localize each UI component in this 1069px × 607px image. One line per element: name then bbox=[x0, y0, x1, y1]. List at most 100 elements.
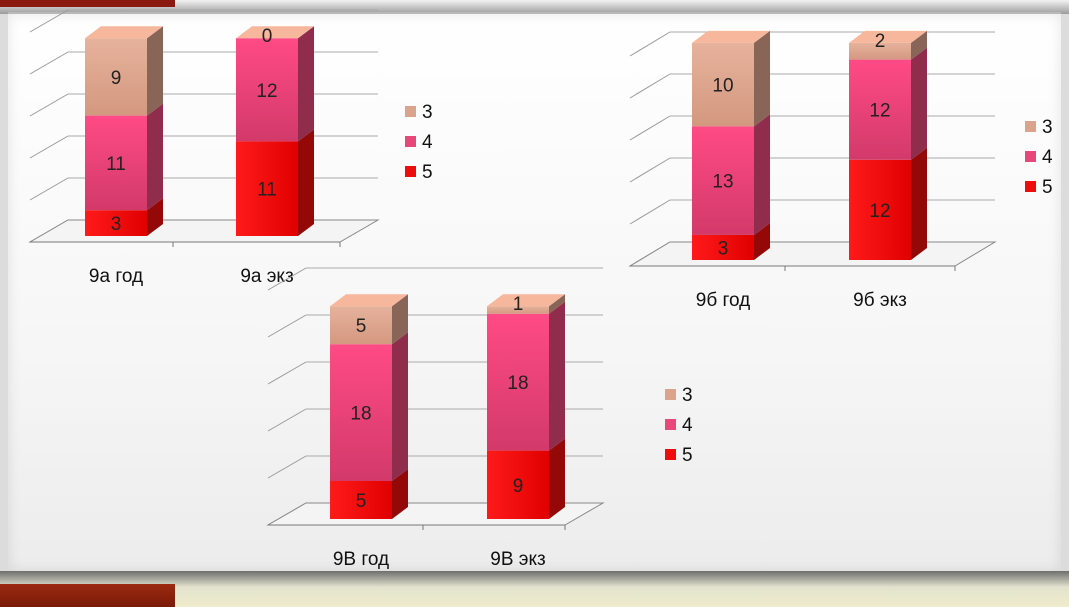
bar-segment-4: 11 bbox=[85, 103, 163, 211]
legend-label: 4 bbox=[422, 132, 433, 153]
data-label: 13 bbox=[712, 172, 733, 193]
chart-9b: 3 13 10 9б год 12 12 2 9б экз 3 4 5 bbox=[628, 30, 1053, 311]
bar-top bbox=[487, 294, 565, 307]
bar-front bbox=[330, 306, 392, 345]
gridline-diag bbox=[629, 73, 671, 99]
bar-side bbox=[754, 114, 770, 235]
chart-9v: 5 18 5 9В год 9 18 1 9В экз 3 4 5 bbox=[266, 267, 693, 570]
data-label: 5 bbox=[356, 491, 367, 512]
gridline-diag bbox=[29, 51, 69, 75]
legend-swatch bbox=[1025, 151, 1036, 162]
bar-segment-5: 5 bbox=[330, 469, 408, 519]
bar-front bbox=[692, 42, 754, 127]
bar-top bbox=[330, 294, 408, 307]
bar-front bbox=[692, 234, 754, 260]
gridline-diag bbox=[29, 9, 69, 33]
bar-front bbox=[85, 210, 147, 236]
bar-segment-5: 3 bbox=[692, 222, 770, 260]
slide-bottom-accent bbox=[0, 584, 175, 607]
data-label: 9 bbox=[513, 476, 524, 497]
bar-side bbox=[392, 294, 408, 345]
legend: 3 4 5 bbox=[405, 102, 433, 183]
gridline-diag bbox=[629, 115, 671, 141]
legend-swatch bbox=[665, 419, 676, 430]
bar-front bbox=[849, 42, 911, 60]
gridline-diag bbox=[29, 177, 69, 201]
bar-side bbox=[298, 26, 314, 142]
data-label: 9 bbox=[111, 68, 122, 89]
gridline-diag bbox=[267, 361, 307, 385]
legend-label: 5 bbox=[422, 162, 433, 183]
data-label: 18 bbox=[507, 373, 528, 394]
bar-segment-3: 0 bbox=[236, 26, 314, 47]
data-label: 10 bbox=[712, 76, 733, 97]
data-label: 11 bbox=[257, 180, 277, 201]
bar-front bbox=[236, 141, 298, 236]
gridline-diag bbox=[267, 314, 307, 338]
bar-side bbox=[911, 147, 927, 260]
category-label: 9а год bbox=[89, 266, 143, 287]
bar-side bbox=[392, 469, 408, 519]
gridline-diag bbox=[267, 408, 307, 432]
gridline-diag bbox=[629, 31, 671, 57]
legend: 3 4 5 bbox=[665, 385, 693, 466]
bar-segment-3: 2 bbox=[849, 30, 927, 60]
bar-segment-4: 12 bbox=[849, 47, 927, 160]
gridline-diag bbox=[29, 135, 69, 159]
bar-side bbox=[549, 294, 565, 314]
bar-segment-5: 3 bbox=[85, 198, 163, 236]
bar-side bbox=[147, 26, 163, 116]
data-label: 0 bbox=[262, 26, 273, 47]
gridlines bbox=[29, 9, 378, 243]
legend-swatch bbox=[1025, 121, 1036, 132]
legend-swatch bbox=[665, 389, 676, 400]
category-label: 9В год bbox=[333, 549, 389, 570]
legend-label: 4 bbox=[1042, 147, 1053, 168]
bar-side bbox=[392, 332, 408, 481]
legend: 3 4 5 bbox=[1025, 117, 1053, 198]
legend-label: 3 bbox=[682, 385, 693, 406]
bar-front bbox=[692, 126, 754, 235]
data-label: 2 bbox=[875, 31, 886, 52]
bar-segment-3: 9 bbox=[85, 26, 163, 116]
bar-side bbox=[549, 301, 565, 451]
legend-label: 3 bbox=[422, 102, 433, 123]
bar-side bbox=[911, 47, 927, 160]
bar-side bbox=[147, 198, 163, 236]
bar-segment-4: 18 bbox=[330, 332, 408, 481]
data-label: 11 bbox=[106, 154, 126, 175]
bar-front bbox=[849, 59, 911, 160]
legend-swatch bbox=[405, 136, 416, 147]
category-label: 9б год bbox=[696, 290, 750, 311]
gridline-diag bbox=[267, 267, 307, 291]
data-label: 12 bbox=[869, 101, 890, 122]
gridline-diag bbox=[267, 455, 307, 479]
bar-side bbox=[754, 30, 770, 127]
category-label: 9В экз bbox=[490, 549, 545, 570]
bar-segment-5: 9 bbox=[487, 438, 565, 519]
bar-front bbox=[487, 313, 549, 451]
bar-segment-3: 1 bbox=[487, 294, 565, 315]
bar-side bbox=[754, 222, 770, 260]
gridlines bbox=[629, 31, 995, 267]
bar-segment-4: 12 bbox=[236, 26, 314, 142]
bar-front bbox=[85, 115, 147, 211]
bar-side bbox=[298, 129, 314, 236]
bar-front bbox=[236, 38, 298, 142]
bar-segment-4: 18 bbox=[487, 301, 565, 451]
bar-front bbox=[330, 481, 392, 519]
legend-label: 4 bbox=[682, 415, 693, 436]
bar-top bbox=[85, 26, 163, 39]
bar-top bbox=[692, 30, 770, 43]
bar-segment-4: 13 bbox=[692, 114, 770, 235]
category-label: 9а экз bbox=[240, 266, 293, 287]
data-label: 18 bbox=[350, 404, 371, 425]
gridline-diag bbox=[629, 199, 671, 225]
chart-9a: 3 11 9 9а год 11 12 0 9а экз 3 4 5 bbox=[28, 9, 433, 287]
bar-segment-3: 10 bbox=[692, 30, 770, 127]
bar-front bbox=[487, 450, 549, 519]
data-label: 3 bbox=[111, 214, 122, 235]
slide-bottom-frame bbox=[0, 571, 1069, 607]
bar-segment-5: 12 bbox=[849, 147, 927, 260]
legend-swatch bbox=[1025, 181, 1036, 192]
